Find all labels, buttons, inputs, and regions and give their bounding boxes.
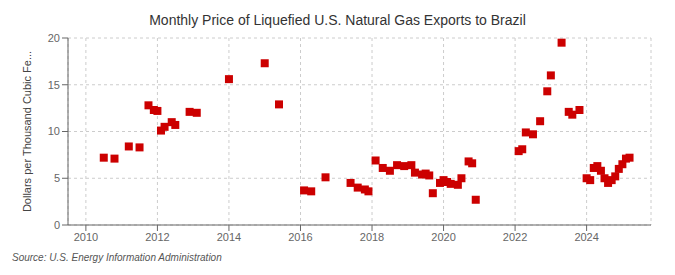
svg-text:2018: 2018 [360,231,384,243]
svg-text:2010: 2010 [74,231,98,243]
svg-text:0: 0 [54,219,60,231]
svg-text:2016: 2016 [288,231,312,243]
svg-text:15: 15 [48,79,60,91]
svg-text:2020: 2020 [431,231,455,243]
html-text:Monthly Price of Liquefied U.S: Monthly Price of Liquefied U.S. Natural … [149,12,526,28]
svg-text:2014: 2014 [217,231,241,243]
html-text:Source: U.S. Energy Informatio: Source: U.S. Energy Information Administ… [12,252,222,263]
svg-text:Dollars per Thousand Cubic Fe.: Dollars per Thousand Cubic Fe... [21,51,33,212]
svg-text:2012: 2012 [145,231,169,243]
svg-text:2022: 2022 [503,231,527,243]
svg-text:20: 20 [48,32,60,44]
svg-text:2024: 2024 [574,231,598,243]
svg-text:5: 5 [54,172,60,184]
svg-text:10: 10 [48,125,60,137]
